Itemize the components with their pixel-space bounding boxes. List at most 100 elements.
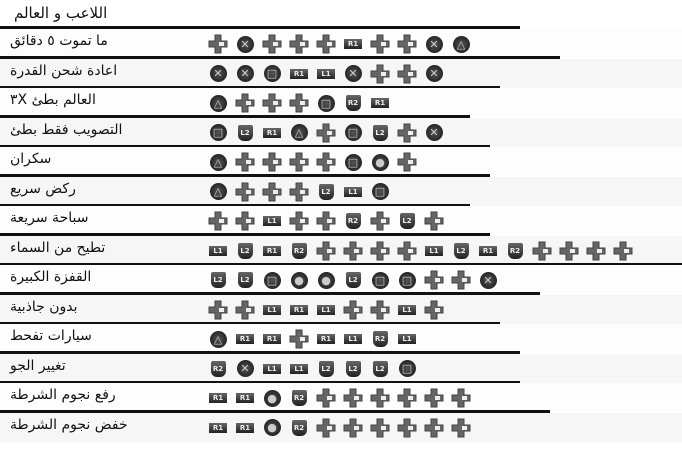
cheat-label: التصويب فقط بطئ [10, 121, 123, 138]
square-icon: □ [262, 270, 282, 290]
cheat-label: العالم بطئ ٣X [10, 92, 96, 108]
r1-icon: R1 [343, 34, 363, 54]
shoulder-label: L1 [317, 68, 335, 79]
cross-icon: ✕ [478, 270, 498, 290]
dpad-icon [208, 300, 228, 320]
shoulder-label: R2 [291, 242, 307, 259]
button-sequence: ✕ ✕ □ R1 L1 ✕ ✕ [208, 64, 444, 84]
divider [0, 56, 560, 59]
l2-icon: L2 [343, 359, 363, 379]
cheat-row: العالم بطئ ٣X △ □ R2 R1 [0, 88, 682, 118]
l1-icon: L1 [343, 182, 363, 202]
square-icon: □ [343, 123, 363, 143]
cross-icon: ✕ [424, 64, 444, 84]
circle-icon: ● [316, 270, 336, 290]
cheat-row: تطيح من السماء L1 L2 R1 R2 L1 L2 R1 R2 [0, 235, 682, 266]
cheat-row: بدون جاذبية L1 R1 L1 L1 [0, 294, 682, 325]
dpad-icon [532, 241, 552, 261]
cheat-row: سيارات تفحط △ R1 R1 R1 L1 R2 L1 [0, 324, 682, 354]
cheat-label: القفزة الكبيرة [10, 269, 92, 285]
button-sequence: ✕ R1 ✕ △ [208, 34, 471, 54]
l2-icon: L2 [451, 241, 471, 261]
dpad-icon [397, 152, 417, 172]
r1-icon: R1 [262, 241, 282, 261]
shoulder-label: R1 [263, 245, 281, 256]
shoulder-label: R2 [291, 390, 307, 406]
cross-icon: ✕ [424, 34, 444, 54]
button-sequence: R2 ✕ L1 L1 L2 L2 L2 □ [208, 359, 417, 379]
dpad-icon [235, 182, 255, 202]
cheat-label: بدون جاذبية [10, 298, 78, 315]
cheat-row: ما تموت ٥ دقائق ✕ R1 ✕ △ [0, 29, 682, 59]
l2-icon: L2 [316, 359, 336, 379]
triangle-icon: △ [208, 93, 228, 113]
shoulder-label: L2 [237, 242, 253, 259]
square-icon: □ [262, 64, 282, 84]
dpad-icon [343, 388, 363, 408]
button-sequence: L1 L2 R1 R2 L1 L2 R1 R2 [208, 241, 633, 261]
dpad-icon [424, 211, 444, 231]
dpad-icon [235, 211, 255, 231]
shoulder-label: L2 [345, 272, 361, 288]
divider [0, 144, 490, 148]
r1-icon: R1 [208, 388, 228, 408]
shoulder-label: R2 [372, 331, 388, 347]
r1-icon: R1 [262, 123, 282, 143]
r1-icon: R1 [316, 329, 336, 349]
circle-icon: ● [262, 418, 282, 438]
square-icon: □ [316, 93, 336, 113]
l1-icon: L1 [208, 241, 228, 261]
l1-icon: L1 [397, 329, 417, 349]
cheat-row: التصويب فقط بطئ □ L2 R1 △ □ L2 ✕ [0, 117, 682, 148]
dpad-icon [289, 34, 309, 54]
dpad-icon [424, 300, 444, 320]
circle-icon: ● [262, 388, 282, 408]
divider [0, 410, 550, 413]
dpad-icon [289, 182, 309, 202]
shoulder-label: R1 [290, 304, 308, 315]
cheat-label: اعادة شحن القدرة [10, 62, 118, 79]
cheat-label: تغيير الجو [10, 357, 66, 374]
shoulder-label: R1 [209, 393, 227, 403]
cheat-label: ما تموت ٥ دقائق [10, 33, 108, 49]
dpad-icon [451, 388, 471, 408]
l2-icon: L2 [208, 270, 228, 290]
square-icon: □ [343, 152, 363, 172]
cheat-label: سكران [10, 151, 52, 167]
dpad-icon [397, 34, 417, 54]
l1-icon: L1 [262, 300, 282, 320]
dpad-icon [370, 300, 390, 320]
divider [0, 233, 490, 236]
dpad-icon [235, 93, 255, 113]
dpad-icon [343, 241, 363, 261]
dpad-icon [262, 152, 282, 172]
square-icon: □ [370, 270, 390, 290]
shoulder-label: L1 [290, 363, 308, 374]
square-icon: □ [397, 270, 417, 290]
l1-icon: L1 [397, 300, 417, 320]
shoulder-label: R1 [479, 245, 497, 256]
shoulder-label: L1 [344, 186, 362, 197]
button-sequence: △ □ ● [208, 152, 417, 172]
square-icon: □ [370, 182, 390, 202]
shoulder-label: R1 [209, 422, 227, 433]
r1-icon: R1 [235, 418, 255, 438]
shoulder-label: R2 [210, 360, 226, 377]
shoulder-label: R1 [236, 422, 254, 433]
shoulder-label: R2 [507, 242, 523, 259]
shoulder-label: R1 [290, 68, 308, 79]
shoulder-label: L1 [398, 334, 416, 344]
shoulder-label: L2 [345, 360, 361, 377]
shoulder-label: R1 [317, 334, 335, 344]
l1-icon: L1 [262, 211, 282, 231]
cheat-row: تغيير الجو R2 ✕ L1 L1 L2 L2 L2 □ [0, 353, 682, 384]
dpad-icon [316, 241, 336, 261]
l1-icon: L1 [316, 64, 336, 84]
dpad-icon [235, 300, 255, 320]
dpad-icon [289, 211, 309, 231]
shoulder-label: L1 [263, 363, 281, 374]
cheat-label: خفض نجوم الشرطة [10, 416, 128, 433]
shoulder-label: L2 [237, 272, 253, 288]
divider [0, 292, 540, 295]
dpad-icon [370, 34, 390, 54]
